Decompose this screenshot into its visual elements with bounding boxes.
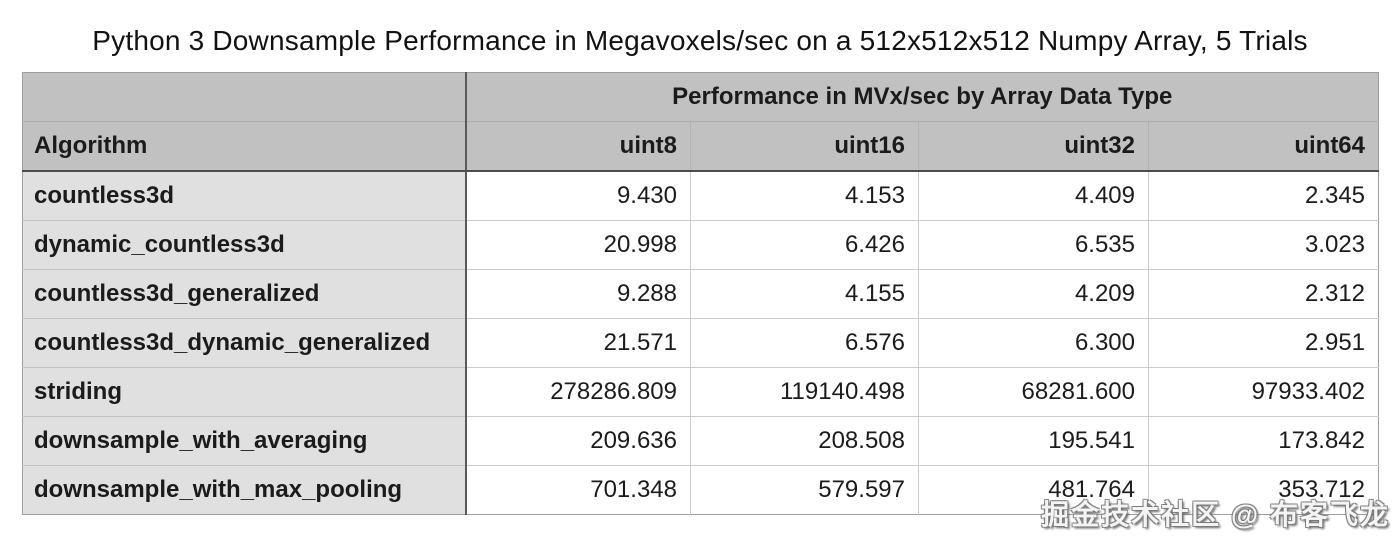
table-row: countless3d_generalized 9.288 4.155 4.209 2.…: [22, 269, 1379, 319]
value-cell: 6.426: [690, 220, 919, 270]
value-cell: 4.409: [918, 171, 1149, 221]
group-header-cell: Performance in MVx/sec by Array Data Typ…: [465, 72, 1379, 122]
value-cell: 208.508: [690, 416, 919, 466]
algorithm-cell: dynamic_countless3d: [22, 220, 467, 270]
value-cell: 9.288: [465, 269, 691, 319]
table-row: countless3d 9.430 4.153 4.409 2.345: [22, 171, 1379, 221]
value-cell: 6.535: [918, 220, 1149, 270]
algorithm-cell: downsample_with_max_pooling: [22, 465, 467, 515]
value-cell: 68281.600: [918, 367, 1149, 417]
page-title: Python 3 Downsample Performance in Megav…: [92, 25, 1308, 56]
value-cell: 701.348: [465, 465, 691, 515]
value-cell: 2.951: [1148, 318, 1379, 368]
algorithm-cell: countless3d: [22, 171, 467, 221]
value-cell: 173.842: [1148, 416, 1379, 466]
value-cell: 9.430: [465, 171, 691, 221]
algorithm-cell: striding: [22, 367, 467, 417]
value-cell: 6.576: [690, 318, 919, 368]
column-header-uint32: uint32: [918, 121, 1149, 172]
value-cell: 97933.402: [1148, 367, 1379, 417]
group-header-spacer-cell: [22, 72, 467, 122]
table-row: countless3d_dynamic_generalized 21.571 6.5…: [22, 318, 1379, 368]
value-cell: 20.998: [465, 220, 691, 270]
value-cell: 278286.809: [465, 367, 691, 417]
algorithm-cell: downsample_with_averaging: [22, 416, 467, 466]
column-header-uint8: uint8: [465, 121, 691, 172]
value-cell: 209.636: [465, 416, 691, 466]
value-cell: 21.571: [465, 318, 691, 368]
value-cell: 481.764: [918, 465, 1149, 515]
value-cell: 2.312: [1148, 269, 1379, 319]
value-cell: 195.541: [918, 416, 1149, 466]
value-cell: 579.597: [690, 465, 919, 515]
column-header-uint16: uint16: [690, 121, 919, 172]
column-header-algorithm: Algorithm: [22, 121, 467, 172]
column-header-row: Algorithm uint8 uint16 uint32 uint64: [22, 121, 1379, 172]
value-cell: 4.209: [918, 269, 1149, 319]
table-row: downsample_with_averaging 209.636 208.508 1…: [22, 416, 1379, 466]
group-header-row: Performance in MVx/sec by Array Data Typ…: [22, 72, 1379, 122]
table-body: countless3d 9.430 4.153 4.409 2.345 dynamic_c…: [22, 171, 1379, 515]
table-header: Performance in MVx/sec by Array Data Typ…: [22, 72, 1379, 172]
value-cell: 6.300: [918, 318, 1149, 368]
value-cell: 353.712: [1148, 465, 1379, 515]
algorithm-cell: countless3d_dynamic_generalized: [22, 318, 467, 368]
value-cell: 2.345: [1148, 171, 1379, 221]
column-header-uint64: uint64: [1148, 121, 1379, 172]
value-cell: 4.153: [690, 171, 919, 221]
table-row: downsample_with_max_pooling 701.348 579.59…: [22, 465, 1379, 515]
value-cell: 3.023: [1148, 220, 1379, 270]
value-cell: 4.155: [690, 269, 919, 319]
value-cell: 119140.498: [690, 367, 919, 417]
performance-table: Performance in MVx/sec by Array Data Typ…: [22, 72, 1380, 515]
table-row: striding 278286.809 119140.498 68281.600 979…: [22, 367, 1379, 417]
performance-table-container: Performance in MVx/sec by Array Data Typ…: [22, 72, 1380, 515]
table-row: dynamic_countless3d 20.998 6.426 6.535 3.023: [22, 220, 1379, 270]
algorithm-cell: countless3d_generalized: [22, 269, 467, 319]
